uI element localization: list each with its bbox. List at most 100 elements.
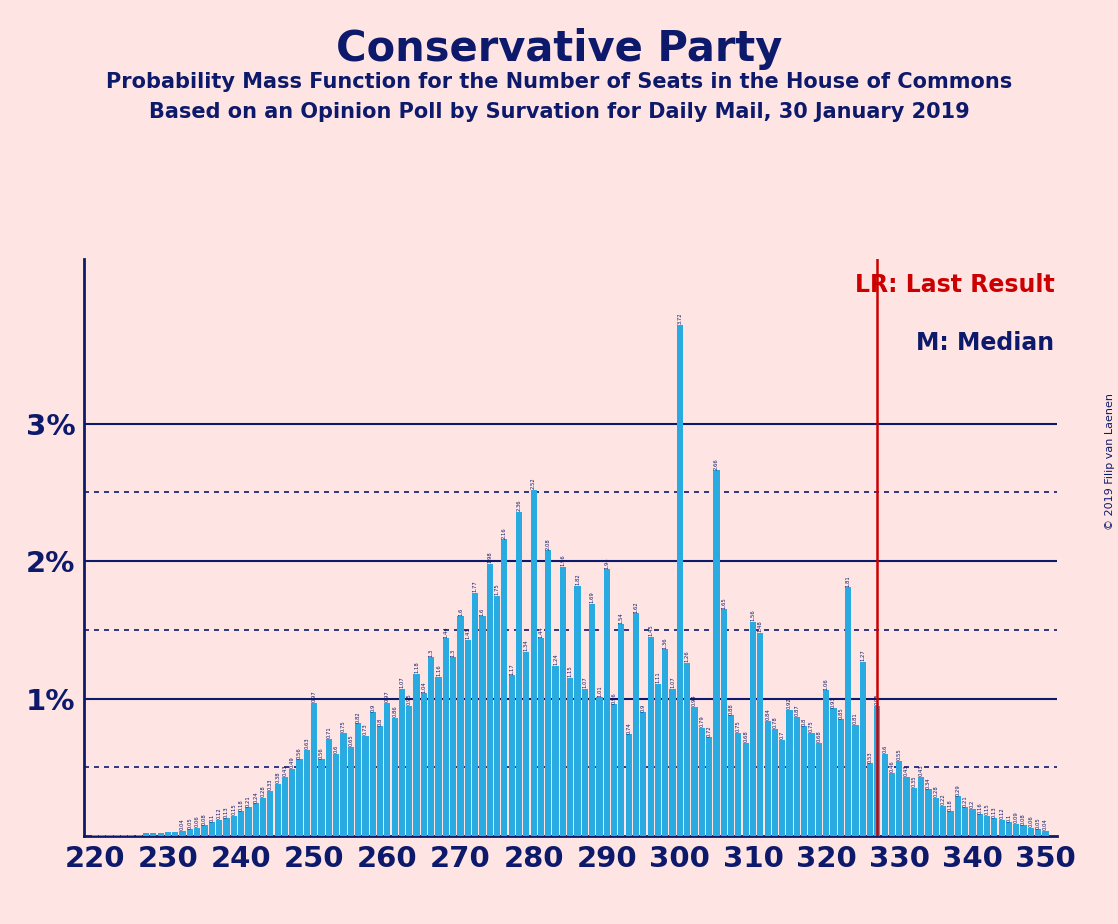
Text: 1.44: 1.44 bbox=[444, 626, 448, 638]
Bar bbox=[641, 712, 646, 836]
Text: 1.11: 1.11 bbox=[655, 671, 661, 683]
Bar bbox=[538, 638, 544, 836]
Text: 0.43: 0.43 bbox=[283, 765, 287, 776]
Bar bbox=[837, 720, 844, 836]
Text: 0.97: 0.97 bbox=[312, 690, 316, 702]
Text: 0.22: 0.22 bbox=[940, 794, 946, 806]
Bar bbox=[552, 665, 559, 836]
Bar bbox=[201, 825, 208, 836]
Text: 0.18: 0.18 bbox=[238, 799, 244, 810]
Bar bbox=[823, 690, 830, 836]
Text: 0.2: 0.2 bbox=[970, 799, 975, 808]
Bar bbox=[362, 736, 369, 836]
Text: 2.36: 2.36 bbox=[517, 499, 521, 511]
Text: 0.95: 0.95 bbox=[875, 693, 880, 705]
Text: 0.34: 0.34 bbox=[926, 777, 931, 789]
Bar bbox=[947, 811, 954, 836]
Text: 0.9: 0.9 bbox=[370, 703, 376, 711]
Text: 0.08: 0.08 bbox=[202, 813, 207, 824]
Bar bbox=[633, 614, 639, 836]
Text: 0.93: 0.93 bbox=[831, 696, 836, 708]
Bar bbox=[523, 652, 530, 836]
Text: 0.95: 0.95 bbox=[407, 693, 411, 705]
Bar bbox=[172, 833, 179, 836]
Bar bbox=[969, 808, 976, 836]
Bar bbox=[333, 754, 339, 836]
Text: 0.43: 0.43 bbox=[919, 765, 923, 776]
Bar bbox=[699, 727, 705, 836]
Text: 0.09: 0.09 bbox=[1014, 811, 1018, 823]
Text: 0.21: 0.21 bbox=[246, 795, 250, 807]
Text: 1.81: 1.81 bbox=[845, 575, 851, 587]
Text: 1.07: 1.07 bbox=[582, 676, 587, 688]
Text: 1.45: 1.45 bbox=[648, 625, 653, 636]
Bar bbox=[662, 650, 669, 836]
Text: 0.68: 0.68 bbox=[743, 730, 748, 742]
Bar bbox=[406, 706, 413, 836]
Text: 0.7: 0.7 bbox=[779, 731, 785, 739]
Bar bbox=[721, 609, 727, 836]
Text: 1.96: 1.96 bbox=[560, 554, 566, 566]
Bar bbox=[845, 588, 851, 836]
Text: 0.46: 0.46 bbox=[890, 760, 894, 772]
Bar bbox=[889, 773, 896, 836]
Text: 1.3: 1.3 bbox=[451, 649, 456, 657]
Bar bbox=[391, 718, 398, 836]
Bar bbox=[420, 693, 427, 836]
Text: 0.6: 0.6 bbox=[333, 745, 339, 753]
Text: 3.72: 3.72 bbox=[678, 312, 682, 324]
Bar bbox=[977, 814, 983, 836]
Text: 0.15: 0.15 bbox=[231, 803, 236, 815]
Bar bbox=[129, 835, 134, 836]
Bar bbox=[932, 797, 939, 836]
Bar bbox=[100, 835, 105, 836]
Text: 0.49: 0.49 bbox=[290, 757, 295, 768]
Text: 0.92: 0.92 bbox=[787, 698, 792, 709]
Text: 0.82: 0.82 bbox=[356, 711, 361, 723]
Bar bbox=[92, 835, 98, 836]
Text: 1.56: 1.56 bbox=[750, 609, 756, 621]
Text: 2.16: 2.16 bbox=[502, 527, 506, 539]
Bar bbox=[515, 512, 522, 836]
Bar bbox=[866, 763, 873, 836]
Text: Based on an Opinion Poll by Survation for Daily Mail, 30 January 2019: Based on an Opinion Poll by Survation fo… bbox=[149, 102, 969, 122]
Text: 0.88: 0.88 bbox=[729, 703, 733, 714]
Text: 0.12: 0.12 bbox=[999, 808, 1004, 819]
Text: 1.48: 1.48 bbox=[758, 620, 762, 632]
Bar bbox=[443, 638, 449, 836]
Text: 1.77: 1.77 bbox=[473, 580, 477, 592]
Bar bbox=[897, 760, 902, 836]
Text: 0.28: 0.28 bbox=[934, 785, 938, 797]
Text: 0.13: 0.13 bbox=[992, 806, 997, 818]
Bar bbox=[311, 703, 318, 836]
Bar bbox=[742, 743, 749, 836]
Text: 1.3: 1.3 bbox=[428, 649, 434, 657]
Text: 0.12: 0.12 bbox=[217, 808, 221, 819]
Text: 1.07: 1.07 bbox=[670, 676, 675, 688]
Bar bbox=[370, 712, 376, 836]
Bar bbox=[860, 662, 865, 836]
Text: 1.06: 1.06 bbox=[824, 678, 828, 690]
Bar bbox=[618, 625, 625, 836]
Text: 0.79: 0.79 bbox=[700, 715, 704, 727]
Text: 0.75: 0.75 bbox=[341, 721, 345, 733]
Text: 0.71: 0.71 bbox=[326, 726, 331, 738]
Text: 0.13: 0.13 bbox=[224, 806, 229, 818]
Text: 0.18: 0.18 bbox=[948, 799, 953, 810]
Bar bbox=[180, 831, 186, 836]
Text: 0.1: 0.1 bbox=[209, 813, 215, 821]
Text: 0.94: 0.94 bbox=[692, 695, 697, 706]
Text: 0.65: 0.65 bbox=[349, 735, 353, 747]
Text: 1.94: 1.94 bbox=[604, 557, 609, 569]
Text: 1.75: 1.75 bbox=[494, 583, 500, 595]
Bar bbox=[253, 803, 259, 836]
Bar bbox=[385, 703, 390, 836]
Bar bbox=[1027, 828, 1034, 836]
Bar bbox=[794, 717, 800, 836]
Bar bbox=[451, 658, 456, 836]
Bar bbox=[655, 684, 661, 836]
Bar bbox=[926, 789, 931, 836]
Bar bbox=[290, 769, 295, 836]
Bar bbox=[267, 791, 274, 836]
Bar bbox=[771, 729, 778, 836]
